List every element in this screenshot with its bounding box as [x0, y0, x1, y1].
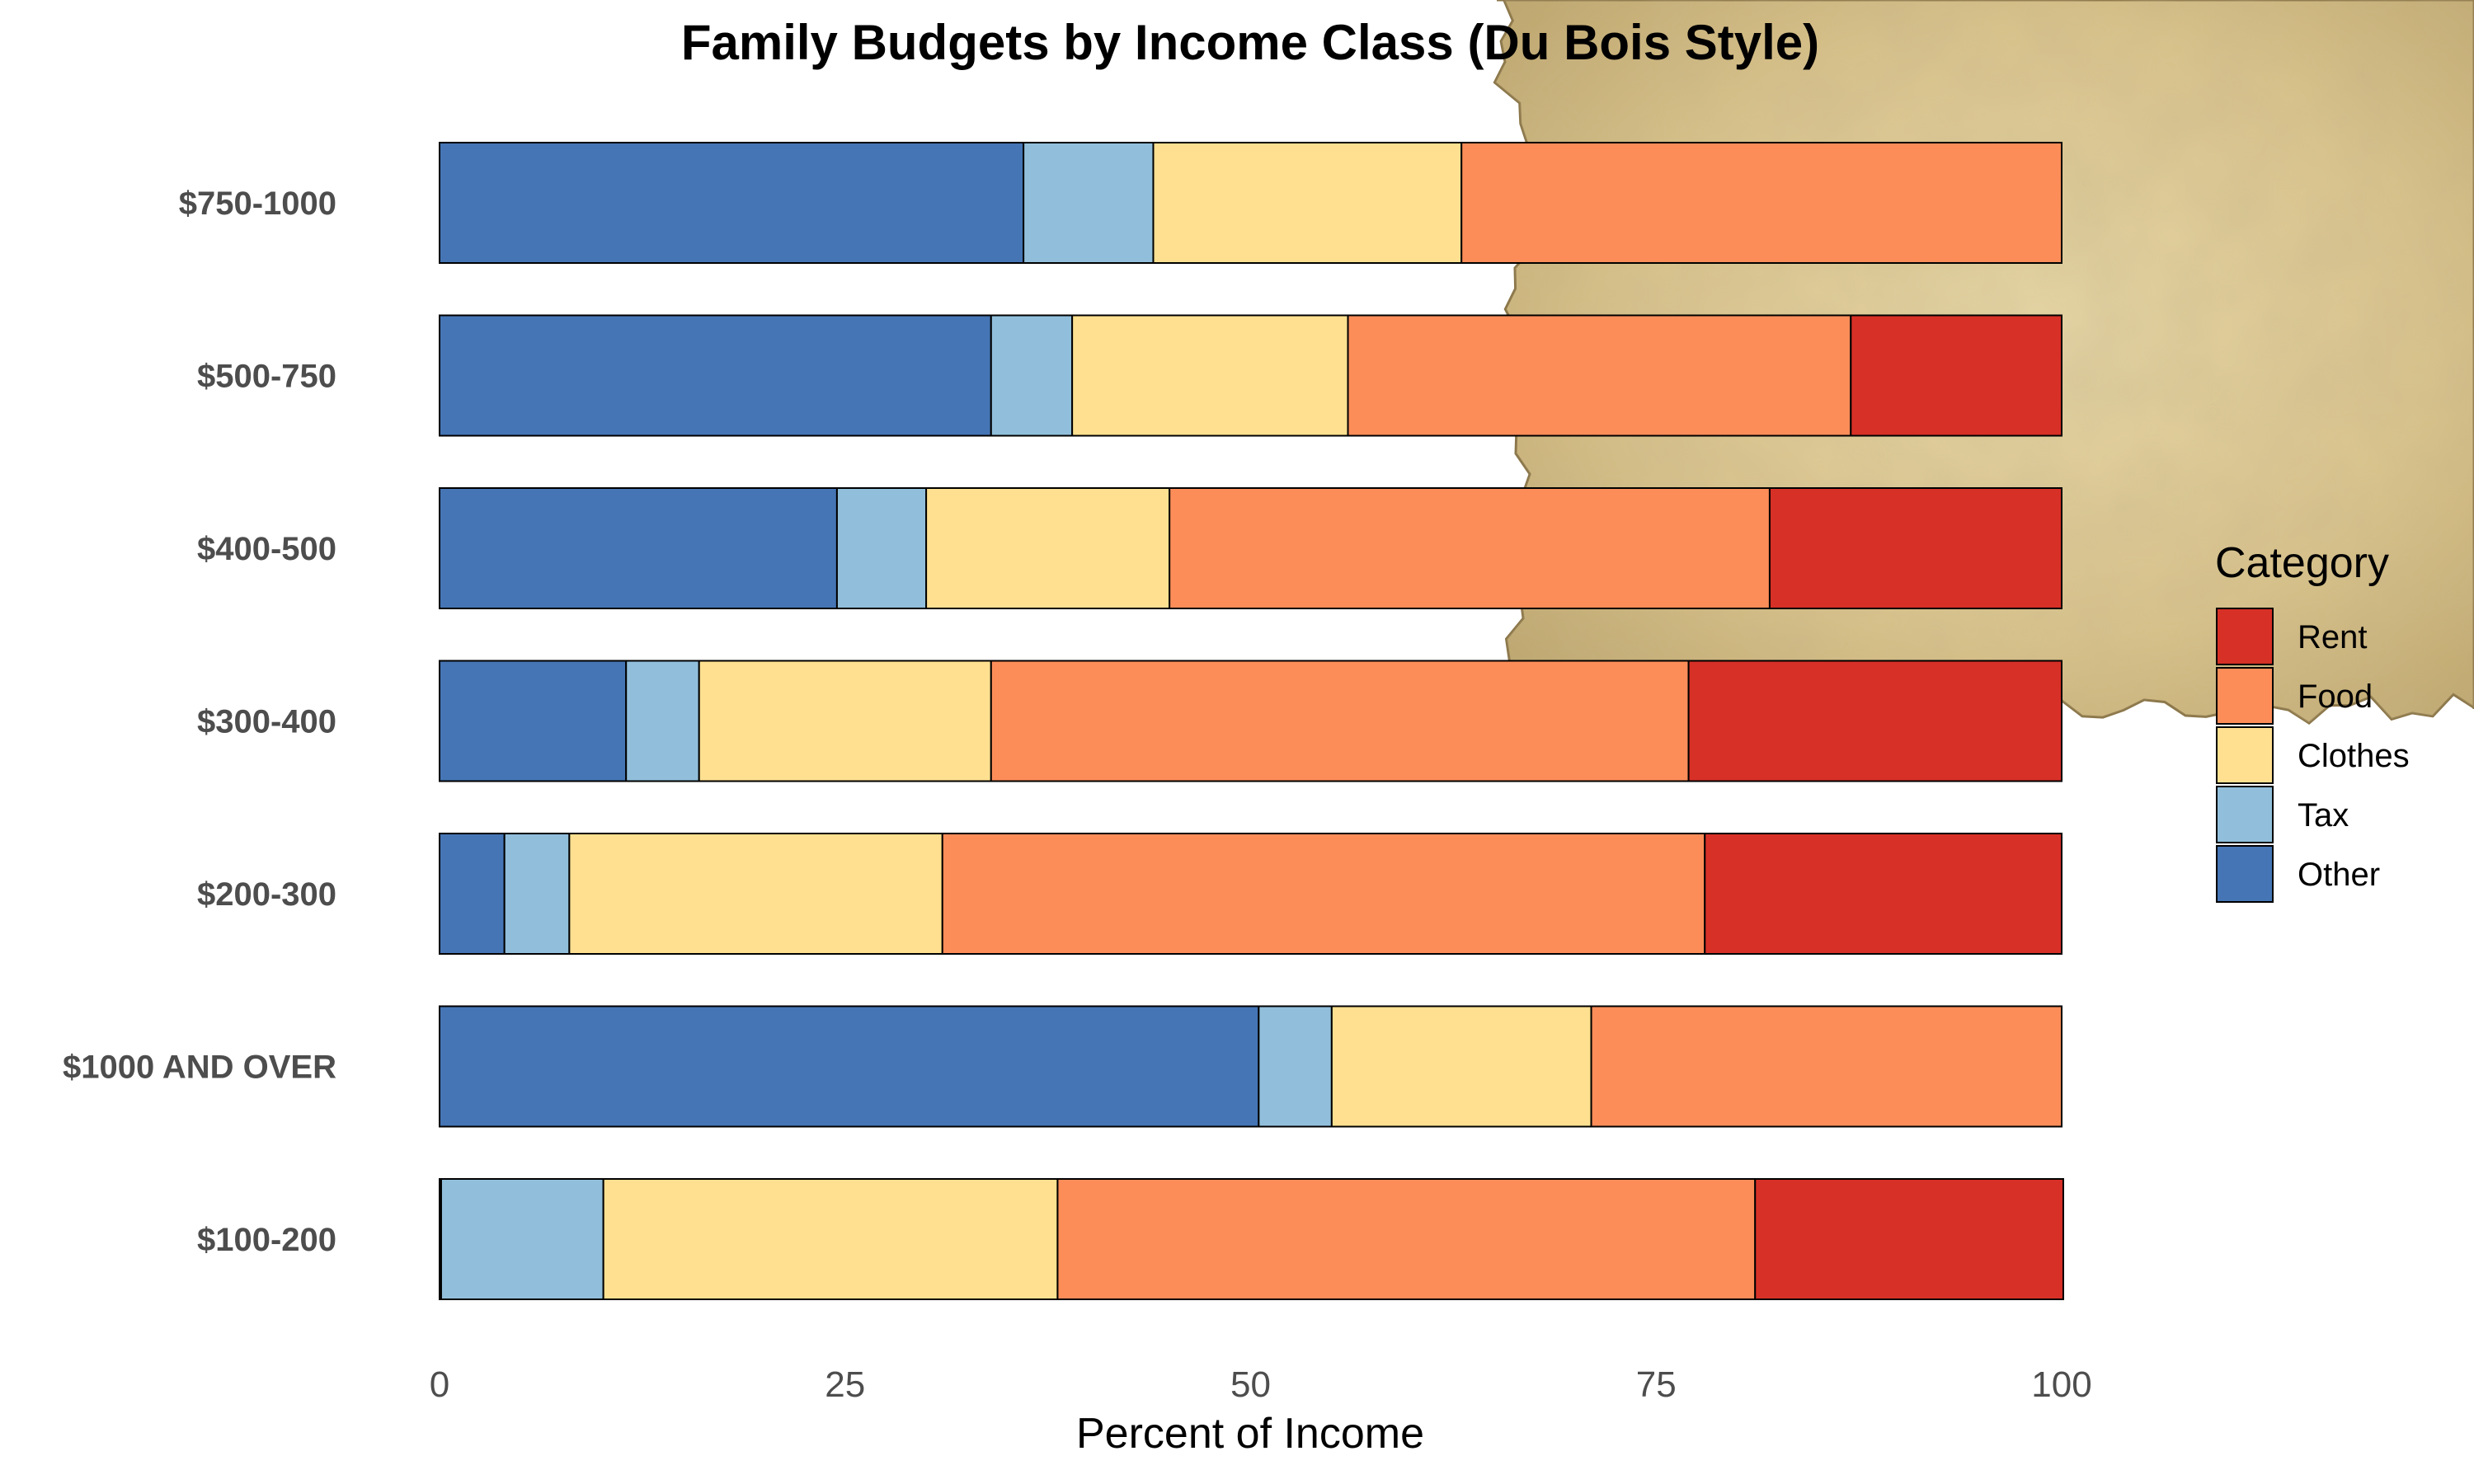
bars	[439, 142, 2064, 1300]
bar-rent-1	[1850, 314, 2063, 437]
bar-clothes-5	[1330, 1005, 1592, 1128]
legend-title: Category	[2215, 539, 2389, 587]
bar-tax-3	[625, 660, 700, 782]
bar-clothes-4	[568, 833, 943, 955]
bar-rent-2	[1768, 487, 2062, 609]
category-label: $750-1000	[179, 186, 336, 222]
bar-clothes-2	[925, 487, 1171, 609]
bar-other-0	[439, 142, 1025, 264]
bar-rent-6	[1754, 1178, 2064, 1300]
x-tick-label: 25	[825, 1364, 865, 1405]
category-labels: $750-1000 $500-750 $400-500 $300-400 $200-30…	[63, 186, 336, 1258]
bar-tax-6	[440, 1178, 604, 1300]
bar-tax-1	[990, 314, 1074, 437]
x-axis-ticks: 0 25 50 75 100	[430, 1364, 2092, 1405]
chart-title: Family Budgets by Income Class (Du Bois …	[681, 15, 1819, 70]
bar-food-0	[1460, 142, 2062, 264]
bar-food-5	[1590, 1005, 2062, 1128]
bar-tax-2	[835, 487, 928, 609]
bar-food-4	[941, 833, 1706, 955]
bar-clothes-0	[1152, 142, 1463, 264]
bar-other-2	[439, 487, 838, 609]
bar-other-3	[439, 660, 628, 782]
category-label: $300-400	[197, 704, 336, 740]
legend-label-other: Other	[2298, 857, 2380, 893]
x-tick-label: 75	[1636, 1364, 1677, 1405]
bar-rent-3	[1687, 660, 2062, 782]
bar-other-5	[439, 1005, 1260, 1128]
category-label: $100-200	[197, 1222, 336, 1258]
legend-label-tax: Tax	[2298, 797, 2349, 834]
bar-food-1	[1347, 314, 1852, 437]
bar-clothes-6	[602, 1178, 1059, 1300]
x-tick-label: 50	[1230, 1364, 1271, 1405]
bar-other-1	[439, 314, 992, 437]
x-axis-title: Percent of Income	[1076, 1410, 1424, 1458]
category-label: $400-500	[197, 531, 336, 567]
bar-other-4	[439, 833, 506, 955]
bar-tax-4	[503, 833, 571, 955]
bar-food-2	[1169, 487, 1771, 609]
legend-key-food	[2216, 667, 2274, 725]
legend-label-food: Food	[2298, 679, 2373, 715]
legend-key-rent	[2216, 608, 2274, 665]
bar-tax-0	[1023, 142, 1155, 264]
category-label: $200-300	[197, 876, 336, 913]
bar-food-6	[1056, 1178, 1757, 1300]
legend-key-tax	[2216, 786, 2274, 843]
legend-key-other	[2216, 845, 2274, 903]
legend: Category Rent Food Clothes Tax Other	[2215, 539, 2410, 903]
x-tick-label: 0	[430, 1364, 449, 1405]
legend-label-rent: Rent	[2298, 619, 2368, 655]
bar-rent-4	[1704, 833, 2062, 955]
bar-food-3	[990, 660, 1690, 782]
bar-tax-5	[1258, 1005, 1333, 1128]
bar-clothes-1	[1071, 314, 1349, 437]
legend-key-clothes	[2216, 726, 2274, 784]
legend-label-clothes: Clothes	[2298, 738, 2410, 774]
x-tick-label: 100	[2031, 1364, 2091, 1405]
category-label: $1000 AND OVER	[63, 1050, 336, 1086]
bar-clothes-3	[698, 660, 992, 782]
category-label: $500-750	[197, 359, 336, 395]
